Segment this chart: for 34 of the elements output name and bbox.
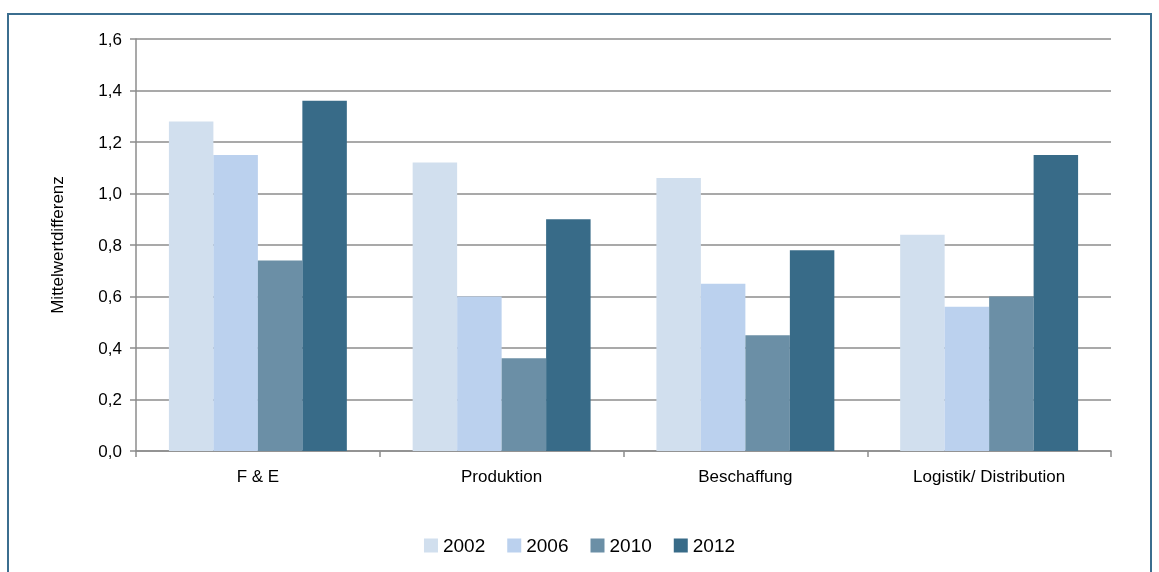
bar <box>989 296 1034 451</box>
y-tick-label: 0,4 <box>98 338 122 358</box>
y-tick-label: 1,0 <box>98 184 122 203</box>
y-tick-label: 0,6 <box>98 287 122 306</box>
y-tick-label: 0,0 <box>98 441 122 461</box>
bar <box>700 283 746 451</box>
bar <box>1033 154 1079 451</box>
bar <box>745 335 790 451</box>
y-tick-label: 0,2 <box>98 390 122 409</box>
bar <box>457 296 502 451</box>
legend-label: 2002 <box>442 535 486 556</box>
x-tick-label: Beschaffung <box>698 467 793 486</box>
y-tick-label: 1,2 <box>98 132 122 152</box>
bar <box>168 121 214 451</box>
bar <box>656 178 701 451</box>
bar <box>501 358 547 451</box>
legend-label: 2012 <box>692 535 736 556</box>
bar <box>257 260 303 451</box>
legend-label: 2010 <box>609 535 652 556</box>
bar <box>789 250 835 451</box>
x-tick-label: Logistik/ Distribution <box>913 467 1066 486</box>
x-tick-label: F & E <box>236 467 280 486</box>
bar <box>546 219 591 451</box>
y-tick-label: 1,4 <box>98 81 122 100</box>
y-tick-label: 0,8 <box>98 235 122 255</box>
bar <box>900 234 945 451</box>
bar <box>213 154 258 451</box>
y-tick-label: 1,6 <box>98 29 122 49</box>
bar <box>412 162 458 451</box>
x-tick-label: Produktion <box>460 467 543 486</box>
y-axis-title: Mittelwertdifferenz <box>48 176 67 314</box>
bar <box>302 100 347 451</box>
legend-label: 2006 <box>526 535 569 556</box>
bar <box>944 306 990 451</box>
